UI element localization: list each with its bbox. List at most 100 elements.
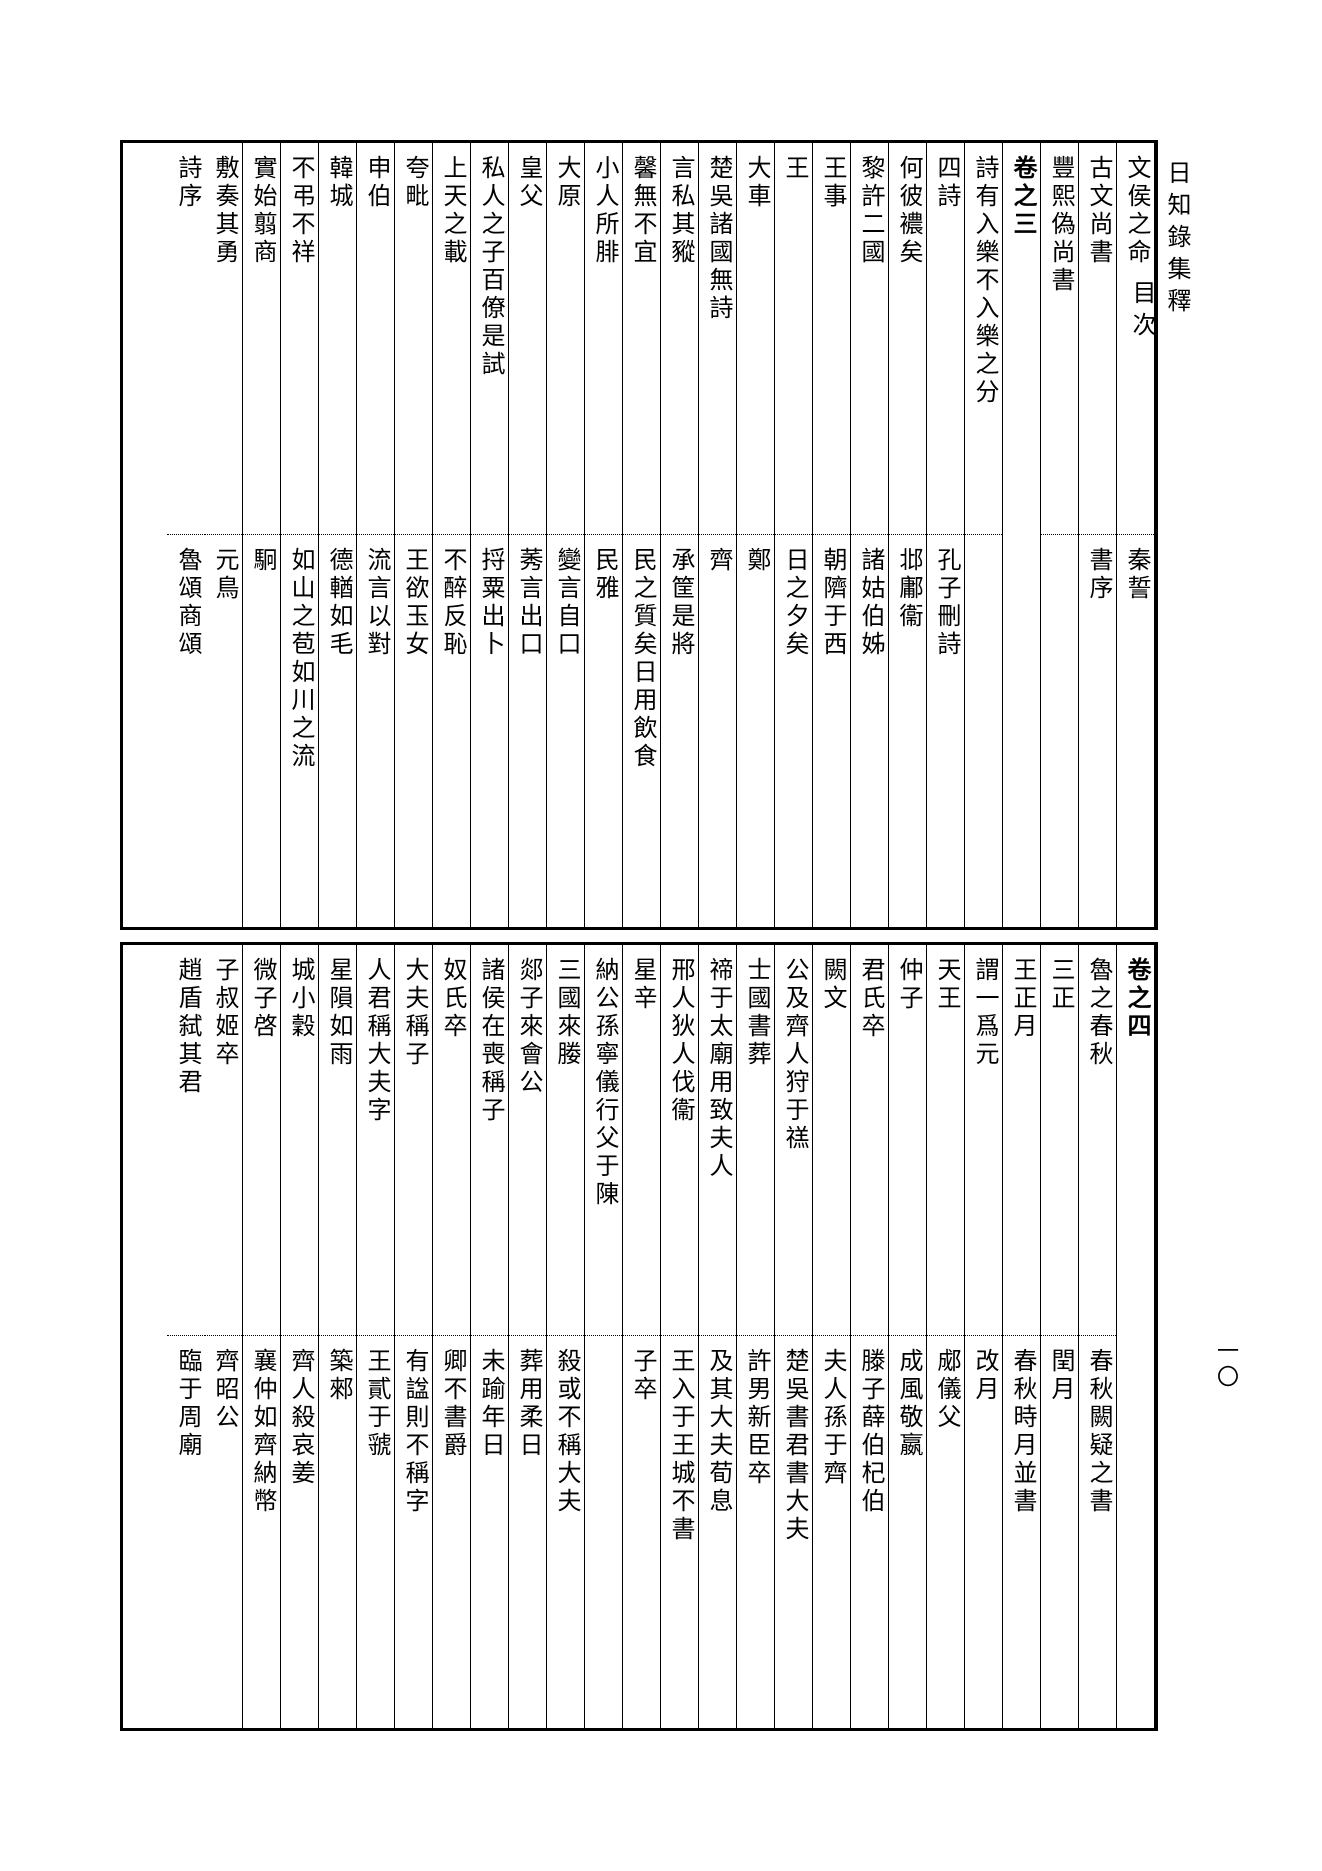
entry-top: 豐熙偽尚書 xyxy=(1041,143,1078,535)
text-column: 楚吳諸國無詩齊 xyxy=(699,143,737,927)
entry-bottom: 朝隮于西 xyxy=(813,535,850,927)
entry-top: 城小穀 xyxy=(281,945,318,1337)
entry-top: 公及齊人狩于禚 xyxy=(775,945,812,1337)
text-column: 魯之春秋春秋闕疑之書 xyxy=(1079,945,1117,1729)
text-column: 星隕如雨築郲 xyxy=(319,945,357,1729)
entry-top: 君氏卒 xyxy=(851,945,888,1337)
entry-top: 人君稱大夫字 xyxy=(357,945,394,1337)
entry-top: 韓城 xyxy=(319,143,356,535)
entry-bottom: 魯頌商頌 xyxy=(167,535,205,927)
text-column: 大夫稱子有諡則不稱字 xyxy=(395,945,433,1729)
text-column: 王事朝隮于西 xyxy=(813,143,851,927)
text-column: 詩有入樂不入樂之分 xyxy=(965,143,1003,927)
entry-top: 闕文 xyxy=(813,945,850,1337)
entry-top: 上天之載 xyxy=(433,143,470,535)
entry-top: 禘于太廟用致夫人 xyxy=(699,945,736,1337)
text-column: 四詩孔子刪詩 xyxy=(927,143,965,927)
text-column: 郯子來會公葬用柔日 xyxy=(509,945,547,1729)
bottom-block: 卷之四魯之春秋春秋闕疑之書三正閏月王正月春秋時月並書謂一爲元改月天王郕儀父仲子成… xyxy=(120,942,1158,1732)
text-column: 小人所腓民雅 xyxy=(585,143,623,927)
entry-top: 小人所腓 xyxy=(585,143,622,535)
entry-bottom: 成風敬嬴 xyxy=(889,1336,926,1728)
text-column: 士國書葬許男新臣卒 xyxy=(737,945,775,1729)
entry-top: 趙盾弑其君 xyxy=(167,945,205,1337)
entry-top: 詩有入樂不入樂之分 xyxy=(965,143,1002,535)
entry-top: 微子啓 xyxy=(243,945,280,1337)
entry-top: 敷奏其勇 xyxy=(205,143,242,535)
entry-top: 楚吳諸國無詩 xyxy=(699,143,736,535)
entry-bottom: 王入于王城不書 xyxy=(661,1336,698,1728)
entry-bottom: 郕儀父 xyxy=(927,1336,964,1728)
entry-bottom: 變言自口 xyxy=(547,535,584,927)
text-column: 子叔姬卒齊昭公 xyxy=(205,945,243,1729)
text-column: 古文尚書書序 xyxy=(1079,143,1117,927)
text-column: 黎許二國諸姑伯姊 xyxy=(851,143,889,927)
entry-top: 詩序 xyxy=(167,143,205,535)
text-column: 天王郕儀父 xyxy=(927,945,965,1729)
entry-top: 何彼襛矣 xyxy=(889,143,926,535)
text-column: 趙盾弑其君臨于周廟 xyxy=(167,945,205,1729)
entry-top: 王 xyxy=(775,143,812,535)
entry-bottom xyxy=(965,535,1002,927)
entry-bottom: 殺或不稱大夫 xyxy=(547,1336,584,1728)
running-title: 日知錄集釋 xyxy=(1159,160,1194,1731)
entry-bottom: 築郲 xyxy=(319,1336,356,1728)
text-column: 不弔不祥如山之苞如川之流 xyxy=(281,143,319,927)
text-column: 納公孫寧儀行父于陳 xyxy=(585,945,623,1729)
entry-top: 申伯 xyxy=(357,143,394,535)
entry-bottom: 及其大夫荀息 xyxy=(699,1336,736,1728)
entry-bottom: 孔子刪詩 xyxy=(927,535,964,927)
text-column: 邢人狄人伐衞王入于王城不書 xyxy=(661,945,699,1729)
entry-bottom: 未踰年日 xyxy=(471,1336,508,1728)
text-blocks: 文侯之命秦誓古文尚書書序豐熙偽尚書卷之三詩有入樂不入樂之分四詩孔子刪詩何彼襛矣邶… xyxy=(120,140,1158,1731)
entry-bottom: 駉 xyxy=(243,535,280,927)
entry-top: 三國來媵 xyxy=(547,945,584,1337)
entry-bottom: 齊人殺哀姜 xyxy=(281,1336,318,1728)
text-column: 夸毗王欲玉女 xyxy=(395,143,433,927)
page-number: 一〇 xyxy=(1210,1339,1242,1391)
entry-bottom: 子卒 xyxy=(623,1336,660,1728)
entry-bottom: 德輶如毛 xyxy=(319,535,356,927)
entry-bottom: 齊昭公 xyxy=(205,1336,242,1728)
entry-bottom: 春秋時月並書 xyxy=(1003,1336,1040,1728)
entry-bottom: 民之質矣日用飲食 xyxy=(623,535,660,927)
text-column: 馨無不宜民之質矣日用飲食 xyxy=(623,143,661,927)
entry-top: 古文尚書 xyxy=(1079,143,1116,535)
entry-top: 謂一爲元 xyxy=(965,945,1002,1337)
entry-top: 納公孫寧儀行父于陳 xyxy=(585,945,622,1337)
text-column: 人君稱大夫字王貳于虢 xyxy=(357,945,395,1729)
entry-bottom: 元鳥 xyxy=(205,535,242,927)
entry-top: 王正月 xyxy=(1003,945,1040,1337)
text-column: 謂一爲元改月 xyxy=(965,945,1003,1729)
text-column: 豐熙偽尚書 xyxy=(1041,143,1079,927)
entry-top: 士國書葬 xyxy=(737,945,774,1337)
text-column: 申伯流言以對 xyxy=(357,143,395,927)
entry-bottom: 滕子薛伯杞伯 xyxy=(851,1336,888,1728)
entry-top: 子叔姬卒 xyxy=(205,945,242,1337)
entry-bottom: 邶鄘衞 xyxy=(889,535,926,927)
text-column: 三正閏月 xyxy=(1041,945,1079,1729)
entry-top: 言私其豵 xyxy=(661,143,698,535)
entry-top: 不弔不祥 xyxy=(281,143,318,535)
entry-top: 馨無不宜 xyxy=(623,143,660,535)
entry-bottom: 齊 xyxy=(699,535,736,927)
text-column: 何彼襛矣邶鄘衞 xyxy=(889,143,927,927)
entry-bottom: 民雅 xyxy=(585,535,622,927)
text-column: 奴氏卒卿不書爵 xyxy=(433,945,471,1729)
entry-top: 奴氏卒 xyxy=(433,945,470,1337)
running-subtitle: 目次 xyxy=(1124,280,1159,1731)
entry-top: 皇父 xyxy=(509,143,546,535)
entry-top: 三正 xyxy=(1041,945,1078,1337)
entry-top: 魯之春秋 xyxy=(1079,945,1116,1337)
entry-bottom: 日之夕矣 xyxy=(775,535,812,927)
entry-bottom: 承筐是將 xyxy=(661,535,698,927)
text-column: 上天之載不醉反恥 xyxy=(433,143,471,927)
entry-bottom xyxy=(585,1336,622,1728)
entry-bottom: 春秋闕疑之書 xyxy=(1079,1336,1116,1728)
text-column: 仲子成風敬嬴 xyxy=(889,945,927,1729)
entry-top: 黎許二國 xyxy=(851,143,888,535)
entry-bottom: 閏月 xyxy=(1041,1336,1078,1728)
entry-top: 郯子來會公 xyxy=(509,945,546,1337)
entry-top: 仲子 xyxy=(889,945,926,1337)
entry-bottom: 臨于周廟 xyxy=(167,1336,205,1728)
